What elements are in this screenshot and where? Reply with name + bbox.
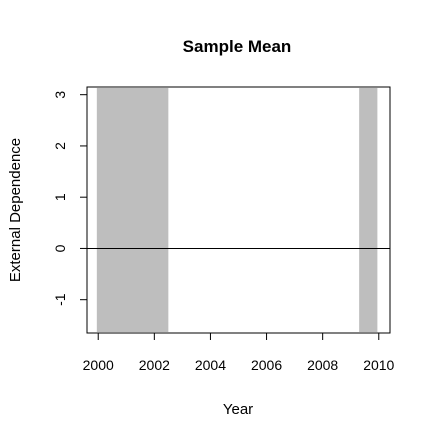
- y-tick-label-2: 2: [52, 142, 68, 150]
- shaded-period-1: [96, 88, 169, 332]
- y-tick-label-3: 3: [52, 91, 68, 99]
- shaded-period-2: [359, 88, 378, 332]
- y-axis: -1 0 1 2 3: [52, 91, 88, 306]
- x-tick-label-2004: 2004: [195, 357, 226, 373]
- x-axis-label: Year: [223, 401, 253, 418]
- x-tick-label-2000: 2000: [83, 357, 114, 373]
- y-tick-label--1: -1: [52, 293, 68, 306]
- y-tick-label-0: 0: [52, 244, 68, 252]
- x-axis: 2000 2002 2004 2006 2008 2010: [83, 332, 395, 373]
- shaded-periods: [96, 88, 378, 332]
- chart-title: Sample Mean: [183, 37, 292, 56]
- y-axis-label: External Dependence: [7, 138, 24, 282]
- x-tick-label-2008: 2008: [307, 357, 338, 373]
- y-tick-label-1: 1: [52, 193, 68, 201]
- x-tick-label-2002: 2002: [139, 357, 170, 373]
- x-tick-label-2010: 2010: [363, 357, 394, 373]
- x-tick-label-2006: 2006: [251, 357, 282, 373]
